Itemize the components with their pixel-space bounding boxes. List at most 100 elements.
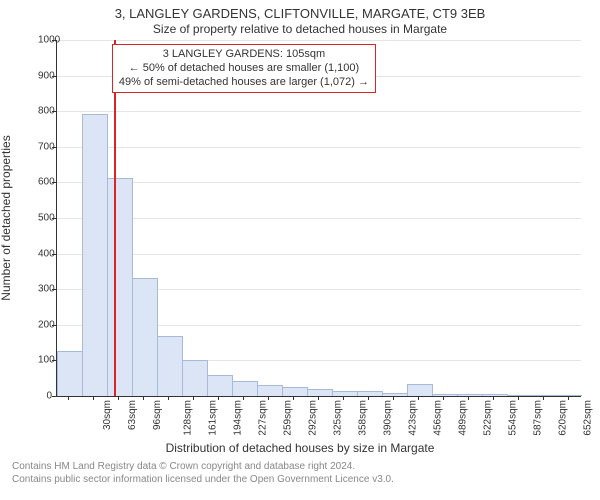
credits-line-1: Contains HM Land Registry data © Crown c… <box>12 461 394 474</box>
x-tick-label: 96sqm <box>152 400 163 430</box>
gridline <box>57 254 581 255</box>
marker-line <box>114 40 116 396</box>
histogram-bar <box>557 395 583 396</box>
x-tick-mark <box>393 396 394 400</box>
x-tick-label: 423sqm <box>407 400 418 436</box>
x-tick-mark <box>243 396 244 400</box>
x-axis-label: Distribution of detached houses by size … <box>0 441 600 455</box>
y-axis-label: Number of detached properties <box>0 135 13 300</box>
gridline <box>57 40 581 41</box>
x-tick-mark <box>143 396 144 400</box>
chart-root: 3, LANGLEY GARDENS, CLIFTONVILLE, MARGAT… <box>0 0 600 500</box>
x-tick-mark <box>68 396 69 400</box>
x-tick-mark <box>443 396 444 400</box>
x-tick-label: 390sqm <box>383 400 394 436</box>
annotation-box: 3 LANGLEY GARDENS: 105sqm ← 50% of detac… <box>112 44 376 93</box>
annotation-line-1: 3 LANGLEY GARDENS: 105sqm <box>119 48 369 62</box>
gridline <box>57 182 581 183</box>
y-tick-mark <box>52 182 56 183</box>
histogram-bar <box>357 391 383 396</box>
histogram-bar <box>257 385 283 396</box>
x-tick-mark <box>368 396 369 400</box>
histogram-bar <box>482 394 508 396</box>
y-tick-mark <box>52 396 56 397</box>
y-tick-mark <box>52 218 56 219</box>
chart-title-sub: Size of property relative to detached ho… <box>0 22 600 36</box>
x-tick-mark <box>493 396 494 400</box>
histogram-bar <box>132 278 158 396</box>
x-tick-label: 161sqm <box>208 400 219 436</box>
histogram-bar <box>232 381 258 396</box>
credits-block: Contains HM Land Registry data © Crown c… <box>12 461 394 486</box>
y-tick-label: 1000 <box>38 35 52 46</box>
x-tick-mark <box>468 396 469 400</box>
y-tick-mark <box>52 40 56 41</box>
annotation-line-3: 49% of semi-detached houses are larger (… <box>119 76 369 90</box>
x-tick-label: 292sqm <box>308 400 319 436</box>
histogram-bar <box>157 336 183 396</box>
y-tick-mark <box>52 254 56 255</box>
y-tick-label: 0 <box>38 391 52 402</box>
y-tick-label: 800 <box>38 106 52 117</box>
x-tick-mark <box>168 396 169 400</box>
histogram-bar <box>407 384 433 396</box>
histogram-bar <box>82 114 108 396</box>
y-tick-mark <box>52 76 56 77</box>
x-tick-mark <box>293 396 294 400</box>
y-tick-mark <box>52 289 56 290</box>
annotation-line-2: ← 50% of detached houses are smaller (1,… <box>119 62 369 76</box>
histogram-bar <box>432 394 458 396</box>
x-tick-mark <box>218 396 219 400</box>
x-tick-mark <box>518 396 519 400</box>
histogram-bar <box>382 393 408 396</box>
plot-area <box>56 40 581 397</box>
x-tick-label: 358sqm <box>358 400 369 436</box>
x-tick-label: 456sqm <box>432 400 443 436</box>
x-tick-label: 620sqm <box>557 400 568 436</box>
y-tick-label: 300 <box>38 284 52 295</box>
x-tick-mark <box>318 396 319 400</box>
x-tick-label: 30sqm <box>102 400 113 430</box>
y-tick-mark <box>52 325 56 326</box>
histogram-bar <box>207 375 233 396</box>
x-tick-label: 554sqm <box>507 400 518 436</box>
x-tick-label: 325sqm <box>333 400 344 436</box>
y-tick-label: 900 <box>38 70 52 81</box>
x-tick-mark <box>268 396 269 400</box>
x-tick-mark <box>118 396 119 400</box>
gridline <box>57 218 581 219</box>
x-tick-mark <box>568 396 569 400</box>
x-tick-label: 227sqm <box>258 400 269 436</box>
y-tick-label: 700 <box>38 141 52 152</box>
y-tick-label: 600 <box>38 177 52 188</box>
x-tick-mark <box>543 396 544 400</box>
histogram-bar <box>57 351 83 397</box>
credits-line-2: Contains public sector information licen… <box>12 474 394 487</box>
histogram-bar <box>307 389 333 396</box>
histogram-bar <box>532 395 558 396</box>
gridline <box>57 147 581 148</box>
x-tick-mark <box>343 396 344 400</box>
histogram-bar <box>457 394 483 396</box>
x-tick-label: 259sqm <box>283 400 294 436</box>
x-tick-mark <box>193 396 194 400</box>
y-tick-label: 200 <box>38 319 52 330</box>
y-tick-mark <box>52 147 56 148</box>
x-tick-label: 128sqm <box>183 400 194 436</box>
histogram-bar <box>282 387 308 396</box>
gridline <box>57 111 581 112</box>
x-tick-label: 587sqm <box>532 400 543 436</box>
x-tick-mark <box>418 396 419 400</box>
x-tick-label: 652sqm <box>582 400 593 436</box>
x-tick-label: 194sqm <box>233 400 244 436</box>
y-tick-mark <box>52 360 56 361</box>
x-tick-label: 489sqm <box>457 400 468 436</box>
y-tick-label: 400 <box>38 248 52 259</box>
chart-title-main: 3, LANGLEY GARDENS, CLIFTONVILLE, MARGAT… <box>0 6 600 21</box>
histogram-bar <box>182 360 208 396</box>
histogram-bar <box>507 395 533 396</box>
histogram-bar <box>332 391 358 396</box>
y-tick-label: 100 <box>38 355 52 366</box>
histogram-bar <box>107 178 133 396</box>
y-tick-label: 500 <box>38 213 52 224</box>
